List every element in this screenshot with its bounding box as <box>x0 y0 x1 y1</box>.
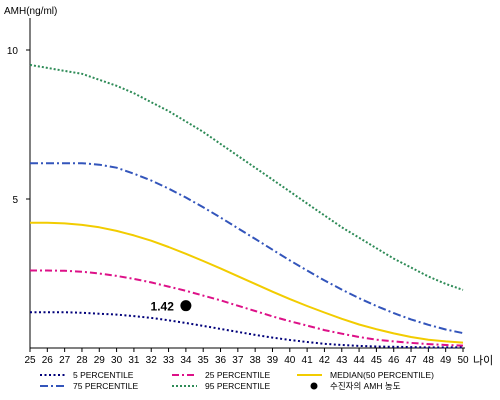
x-tick-label: 38 <box>250 355 262 366</box>
patient-amh-marker <box>180 300 192 312</box>
y-tick-label: 5 <box>12 195 18 206</box>
x-tick-label: 46 <box>388 355 400 366</box>
x-tick-label: 40 <box>284 355 296 366</box>
legend-label-median-50-percentile: MEDIAN(50 PERCENTILE) <box>330 370 434 380</box>
legend-label-patient-amh: 수진자의 AMH 농도 <box>330 381 401 391</box>
series-line-95-percentile <box>29 63 464 291</box>
x-axis-label: 나이 <box>473 354 493 367</box>
x-tick-label: 28 <box>76 355 88 366</box>
x-tick-label: 43 <box>336 355 348 366</box>
x-tick-label: 32 <box>146 355 158 366</box>
x-tick-label: 47 <box>405 355 417 366</box>
series-line-5-percentile <box>30 311 463 349</box>
x-tick-label: 34 <box>180 355 192 366</box>
x-tick-label: 29 <box>94 355 106 366</box>
x-tick-label: 48 <box>423 355 435 366</box>
legend-label-5-percentile: 5 PERCENTILE <box>73 370 134 380</box>
x-tick-label: 36 <box>215 355 227 366</box>
x-tick-label: 26 <box>42 355 54 366</box>
x-tick-label: 27 <box>59 355 71 366</box>
x-tick-label: 44 <box>354 355 366 366</box>
x-tick-label: 39 <box>267 355 279 366</box>
patient-amh-value-label: 1.42 <box>151 300 175 314</box>
x-tick-label: 45 <box>371 355 383 366</box>
x-tick-label: 37 <box>232 355 244 366</box>
legend-label-95-percentile: 95 PERCENTILE <box>205 381 271 391</box>
x-tick-label: 41 <box>302 355 314 366</box>
x-tick-label: 33 <box>163 355 175 366</box>
x-tick-label: 42 <box>319 355 331 366</box>
x-tick-label: 25 <box>24 355 36 366</box>
legend-label-75-percentile: 75 PERCENTILE <box>73 381 139 391</box>
x-tick-label: 30 <box>111 355 123 366</box>
x-tick-label: 31 <box>128 355 140 366</box>
y-axis-label: AMH(ng/ml) <box>4 6 57 17</box>
x-tick-label: 49 <box>440 355 452 366</box>
legend-swatch-patient-amh <box>310 382 318 390</box>
y-tick-label: 10 <box>7 46 19 57</box>
x-tick-label: 35 <box>198 355 210 366</box>
series-line-median-50-percentile <box>30 221 464 344</box>
legend-label-25-percentile: 25 PERCENTILE <box>205 370 271 380</box>
series-line-25-percentile <box>30 269 464 347</box>
x-tick-label: 50 <box>457 355 469 366</box>
